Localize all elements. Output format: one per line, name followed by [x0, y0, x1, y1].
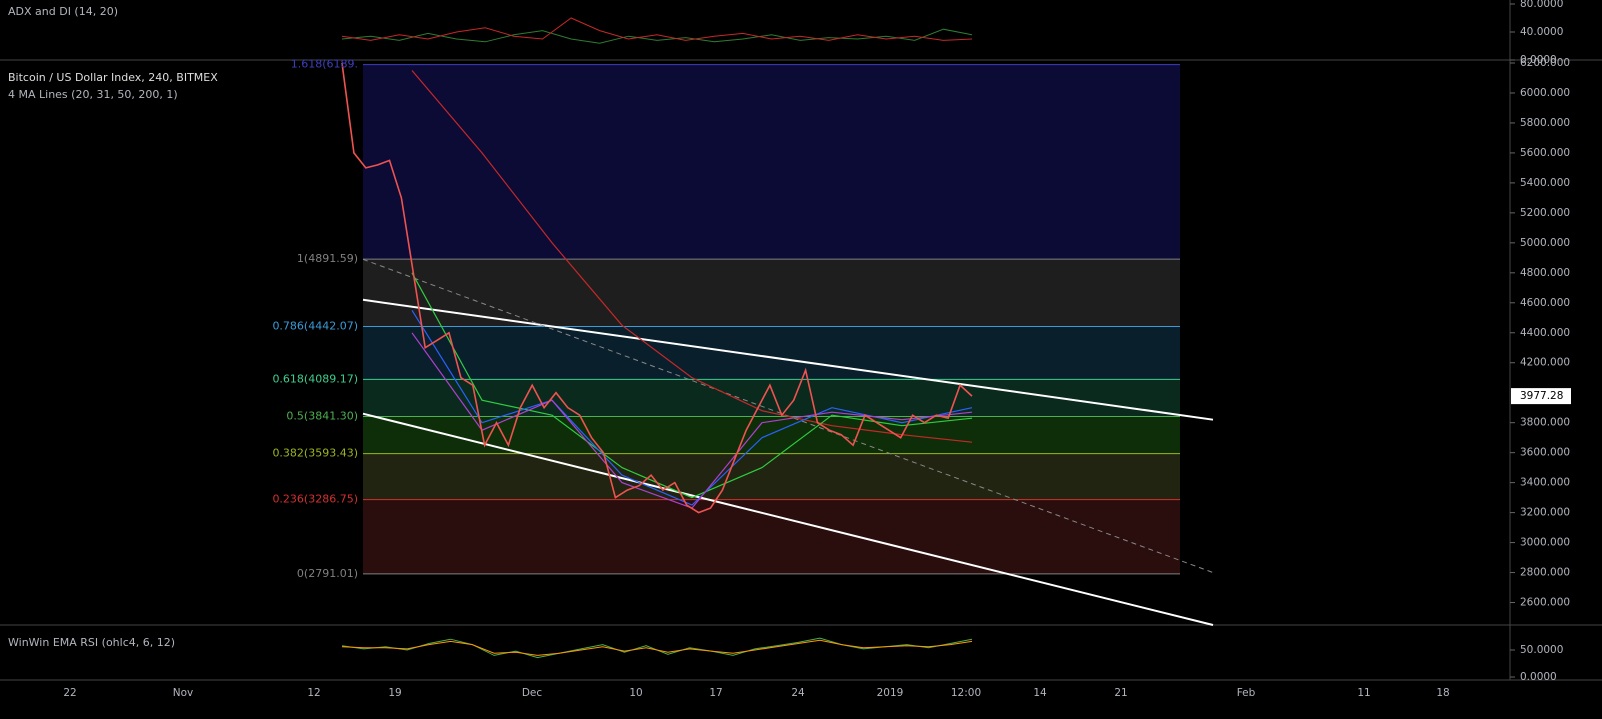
y-tick-label: 3600.000: [1520, 447, 1570, 459]
x-tick-label: 10: [629, 687, 642, 699]
y-tick-label: 3000.000: [1520, 537, 1570, 549]
y-tick-label: 2600.000: [1520, 597, 1570, 609]
last-price-box: [1511, 388, 1571, 405]
fib-label: 1.618(6189.: [291, 58, 358, 71]
fib-label: 0.382(3593.43): [272, 447, 358, 460]
fib-label: 0.618(4089.17): [272, 372, 358, 385]
plots: [341, 17, 1214, 659]
x-tick-label: Dec: [522, 687, 543, 699]
y-tick-label: 5000.000: [1520, 237, 1570, 249]
y-tick-label: 5800.000: [1520, 117, 1570, 129]
ma-line: [411, 70, 973, 443]
y-tick-label: 3800.000: [1520, 417, 1570, 429]
fib-band: [363, 326, 1180, 380]
x-tick-label: Nov: [173, 687, 194, 699]
last-price-label: 3977.28: [1520, 390, 1563, 402]
fib-label: 0(2791.01): [297, 567, 358, 580]
x-tick-label: 19: [388, 687, 401, 699]
y-tick-label: 2800.000: [1520, 567, 1570, 579]
indicator-line: [341, 639, 973, 656]
x-tick-label: 2019: [877, 687, 904, 699]
chart-title: Bitcoin / US Dollar Index, 240, BITMEX: [8, 71, 218, 84]
y-tick-label: 4200.000: [1520, 357, 1570, 369]
x-tick-label: 21: [1114, 687, 1127, 699]
y-tick-label: 5400.000: [1520, 177, 1570, 189]
ma-line: [411, 272, 973, 499]
y-tick-label: 0.0000: [1520, 671, 1557, 683]
x-tick-label: 11: [1357, 687, 1370, 699]
y-tick-label: 80.0000: [1520, 0, 1563, 10]
y-tick-label: 5200.000: [1520, 207, 1570, 219]
x-tick-label: Feb: [1237, 687, 1256, 699]
x-tick-label: 24: [791, 687, 805, 699]
chart-subtitle: 4 MA Lines (20, 31, 50, 200, 1): [8, 88, 178, 101]
fib-band: [363, 64, 1180, 260]
y-tick-label: 6000.000: [1520, 87, 1570, 99]
x-tick-label: 18: [1436, 687, 1449, 699]
pane-title: WinWin EMA RSI (ohlc4, 6, 12): [8, 636, 175, 649]
y-tick-label: 50.0000: [1520, 644, 1563, 656]
y-tick-label: 0.0000: [1520, 54, 1557, 66]
indicator-line: [341, 28, 973, 44]
x-tick-label: 12: [307, 687, 320, 699]
pane-title: ADX and DI (14, 20): [8, 5, 118, 18]
y-tick-label: 4600.000: [1520, 297, 1570, 309]
fib-label: 0.236(3286.75): [272, 493, 358, 506]
y-tick-label: 40.0000: [1520, 26, 1563, 38]
y-tick-label: 6200.000: [1520, 57, 1570, 69]
fib-label: 0.5(3841.30): [286, 409, 358, 422]
indicator-line: [341, 17, 973, 41]
price-line: [341, 62, 973, 514]
trend-line: [362, 412, 1214, 626]
fib-band: [363, 453, 1180, 500]
y-tick-label: 5600.000: [1520, 147, 1570, 159]
y-tick-label: 3400.000: [1520, 477, 1570, 489]
fib-label: 0.786(4442.07): [272, 319, 358, 332]
y-tick-label: 3200.000: [1520, 507, 1570, 519]
fib-band: [363, 499, 1180, 574]
x-tick-label: 12:00: [951, 687, 981, 699]
fib-band: [363, 259, 1180, 327]
x-tick-label: 14: [1033, 687, 1047, 699]
fib-label: 1(4891.59): [297, 252, 358, 265]
y-tick-label: 4800.000: [1520, 267, 1570, 279]
trend-line: [362, 298, 1214, 421]
y-tick-label: 4400.000: [1520, 327, 1570, 339]
x-tick-label: 17: [709, 687, 722, 699]
x-tick-label: 22: [63, 687, 76, 699]
